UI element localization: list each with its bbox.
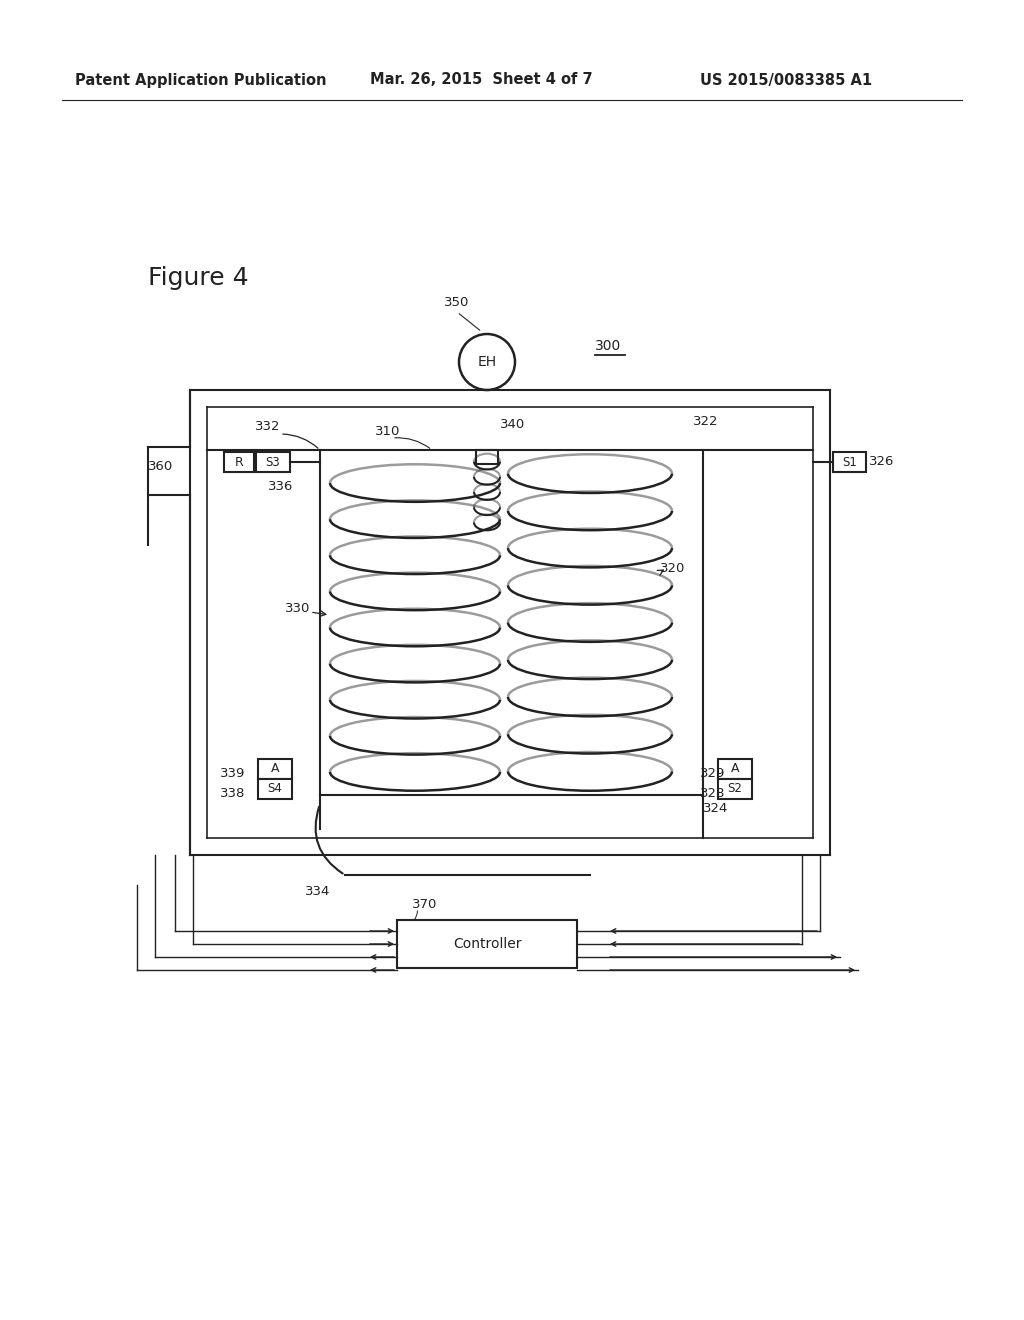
Bar [718,759,752,779]
Text: S4: S4 [267,783,283,796]
Text: 370: 370 [412,898,437,911]
Text: 338: 338 [220,787,246,800]
Text: 330: 330 [285,602,310,615]
Text: 350: 350 [444,296,470,309]
Text: 310: 310 [375,425,400,438]
Text: A: A [270,763,280,776]
Text: 360: 360 [148,461,173,474]
Text: R: R [234,455,244,469]
Bar [258,759,292,779]
Text: S3: S3 [265,455,281,469]
Text: 339: 339 [220,767,246,780]
Text: 322: 322 [693,414,719,428]
Bar [397,920,577,968]
Text: 332: 332 [255,420,281,433]
Text: S2: S2 [728,783,742,796]
Text: Patent Application Publication: Patent Application Publication [75,73,327,87]
Text: 326: 326 [869,455,894,469]
Bar [718,779,752,799]
Text: 340: 340 [500,418,525,432]
Text: 328: 328 [700,787,725,800]
Bar [476,450,498,465]
Text: 300: 300 [595,339,622,352]
Bar [224,451,254,473]
Bar [258,779,292,799]
Text: S1: S1 [842,455,857,469]
Text: 334: 334 [305,884,331,898]
Text: 329: 329 [700,767,725,780]
Text: 320: 320 [660,562,685,576]
Text: Mar. 26, 2015  Sheet 4 of 7: Mar. 26, 2015 Sheet 4 of 7 [370,73,593,87]
Bar [833,451,866,473]
Text: EH: EH [477,355,497,370]
Text: Controller: Controller [453,937,521,950]
Text: 324: 324 [703,803,728,814]
Text: US 2015/0083385 A1: US 2015/0083385 A1 [700,73,872,87]
Text: Figure 4: Figure 4 [148,267,249,290]
Text: A: A [731,763,739,776]
Bar [256,451,290,473]
Text: 336: 336 [268,480,293,492]
